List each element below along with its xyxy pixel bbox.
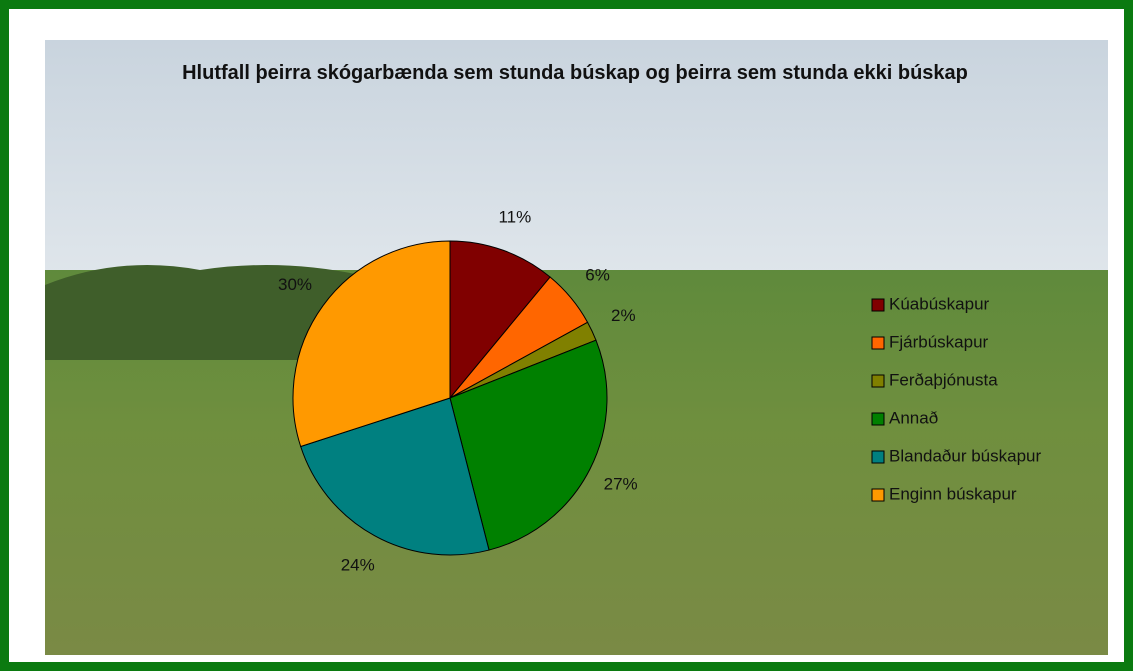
chart-title: Hlutfall þeirra skógarbænda sem stunda b… [182, 62, 968, 84]
pie-slice [449, 339, 608, 551]
pie-slice [449, 240, 551, 400]
data-label: 24% [341, 555, 375, 574]
legend-swatch [871, 336, 885, 350]
data-label: 2% [611, 306, 636, 325]
legend-label: Blandaður búskapur [889, 446, 1042, 465]
legend-label: Kúabúskapur [889, 294, 990, 313]
pie-slice [292, 240, 451, 448]
data-label: 11% [498, 207, 531, 226]
data-label: 6% [585, 265, 610, 284]
legend-swatch [871, 374, 885, 388]
legend-label: Fjárbúskapur [889, 332, 989, 351]
legend-label: Ferðaþjónusta [889, 370, 998, 389]
legend-swatch [871, 450, 885, 464]
legend-swatch [871, 412, 885, 426]
legend-label: Annað [889, 408, 938, 427]
background-trees [45, 265, 360, 360]
pie-slice [300, 397, 490, 556]
legend-label: Enginn búskapur [889, 484, 1017, 503]
legend-swatch [871, 488, 885, 502]
data-label: 30% [278, 275, 312, 294]
data-label: 27% [604, 474, 638, 493]
legend-swatch [871, 298, 885, 312]
